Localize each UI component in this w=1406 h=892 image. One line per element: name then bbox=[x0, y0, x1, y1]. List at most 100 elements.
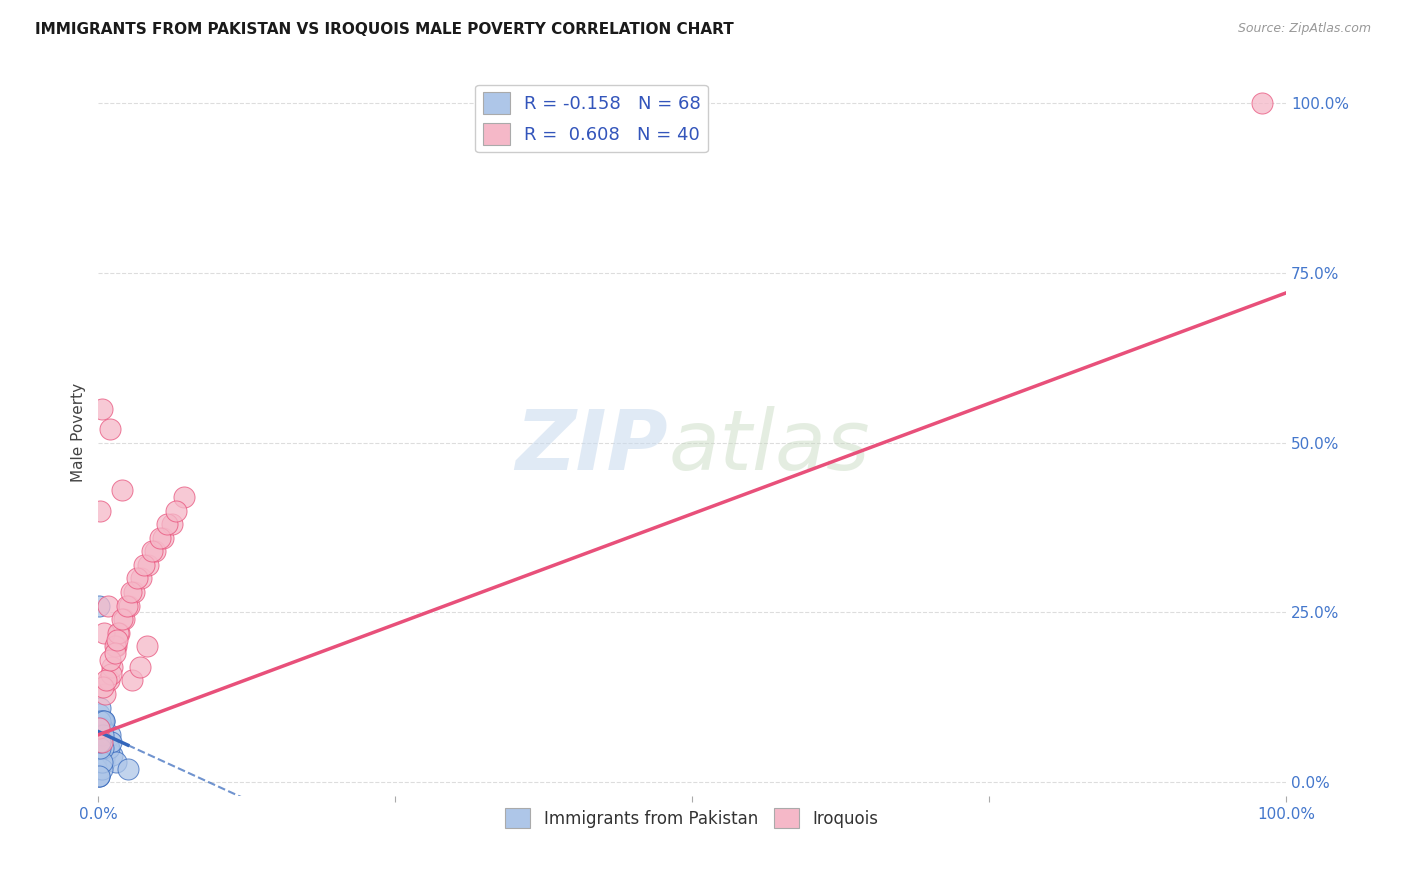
Point bbox=[89, 728, 111, 742]
Text: IMMIGRANTS FROM PAKISTAN VS IROQUOIS MALE POVERTY CORRELATION CHART: IMMIGRANTS FROM PAKISTAN VS IROQUOIS MAL… bbox=[35, 22, 734, 37]
Point bbox=[117, 762, 139, 776]
Point bbox=[89, 755, 111, 769]
Point bbox=[115, 599, 138, 613]
Point bbox=[118, 599, 141, 613]
Point bbox=[89, 728, 111, 742]
Point bbox=[89, 734, 111, 748]
Point bbox=[143, 544, 166, 558]
Point bbox=[90, 721, 112, 735]
Point bbox=[89, 755, 111, 769]
Point bbox=[101, 660, 124, 674]
Point bbox=[90, 721, 112, 735]
Point bbox=[165, 503, 187, 517]
Point bbox=[104, 640, 127, 654]
Point bbox=[89, 741, 111, 756]
Point bbox=[89, 769, 111, 783]
Point bbox=[96, 599, 118, 613]
Point bbox=[89, 769, 111, 783]
Point bbox=[135, 640, 157, 654]
Point bbox=[89, 734, 111, 748]
Point bbox=[127, 572, 149, 586]
Point bbox=[93, 714, 115, 729]
Point bbox=[89, 748, 111, 763]
Point bbox=[128, 660, 150, 674]
Point bbox=[90, 748, 112, 763]
Point bbox=[1251, 95, 1274, 110]
Point bbox=[94, 748, 117, 763]
Point bbox=[90, 734, 112, 748]
Point bbox=[89, 728, 111, 742]
Point bbox=[89, 599, 111, 613]
Point bbox=[91, 728, 114, 742]
Point bbox=[90, 755, 112, 769]
Text: Source: ZipAtlas.com: Source: ZipAtlas.com bbox=[1237, 22, 1371, 36]
Point bbox=[89, 748, 111, 763]
Point bbox=[89, 755, 111, 769]
Point bbox=[89, 721, 111, 735]
Point bbox=[96, 741, 118, 756]
Point bbox=[108, 626, 131, 640]
Point bbox=[97, 741, 120, 756]
Point bbox=[89, 707, 111, 722]
Point bbox=[89, 721, 111, 735]
Point bbox=[91, 681, 114, 695]
Point bbox=[89, 748, 111, 763]
Point bbox=[104, 755, 127, 769]
Point bbox=[111, 612, 134, 626]
Point bbox=[89, 755, 111, 769]
Point bbox=[93, 755, 115, 769]
Point bbox=[90, 401, 112, 416]
Point bbox=[89, 734, 111, 748]
Y-axis label: Male Poverty: Male Poverty bbox=[72, 383, 86, 482]
Point bbox=[89, 755, 111, 769]
Point bbox=[152, 531, 174, 545]
Point bbox=[129, 572, 152, 586]
Legend: Immigrants from Pakistan, Iroquois: Immigrants from Pakistan, Iroquois bbox=[499, 801, 886, 835]
Point bbox=[105, 632, 128, 647]
Point bbox=[98, 422, 121, 436]
Point bbox=[90, 762, 112, 776]
Point bbox=[104, 646, 127, 660]
Point bbox=[89, 762, 111, 776]
Point bbox=[89, 714, 111, 729]
Point bbox=[112, 612, 135, 626]
Point bbox=[94, 687, 117, 701]
Point bbox=[89, 721, 111, 735]
Point bbox=[97, 673, 120, 688]
Point bbox=[149, 531, 172, 545]
Point bbox=[89, 755, 111, 769]
Point bbox=[89, 741, 111, 756]
Point bbox=[91, 741, 114, 756]
Point bbox=[136, 558, 159, 572]
Point bbox=[91, 741, 114, 756]
Point bbox=[90, 728, 112, 742]
Point bbox=[101, 748, 124, 763]
Point bbox=[104, 640, 127, 654]
Point bbox=[90, 714, 112, 729]
Point bbox=[90, 734, 112, 748]
Point bbox=[93, 714, 115, 729]
Point bbox=[121, 673, 143, 688]
Point bbox=[90, 728, 112, 742]
Point bbox=[100, 666, 122, 681]
Point bbox=[98, 653, 121, 667]
Point bbox=[89, 741, 111, 756]
Point bbox=[91, 714, 114, 729]
Point bbox=[100, 734, 122, 748]
Point bbox=[107, 626, 129, 640]
Text: atlas: atlas bbox=[668, 407, 870, 487]
Point bbox=[89, 741, 111, 756]
Point bbox=[96, 673, 118, 688]
Point bbox=[156, 517, 179, 532]
Point bbox=[89, 741, 111, 756]
Point bbox=[89, 769, 111, 783]
Point bbox=[89, 762, 111, 776]
Point bbox=[90, 734, 112, 748]
Point bbox=[173, 490, 195, 504]
Point bbox=[89, 728, 111, 742]
Point bbox=[98, 728, 121, 742]
Point bbox=[90, 734, 112, 748]
Point bbox=[89, 728, 111, 742]
Point bbox=[89, 503, 111, 517]
Point bbox=[122, 585, 145, 599]
